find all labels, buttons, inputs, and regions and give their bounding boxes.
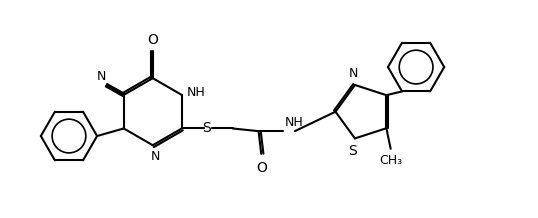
Text: NH: NH	[187, 86, 206, 99]
Text: S: S	[202, 121, 211, 135]
Text: O: O	[256, 161, 267, 175]
Text: CH₃: CH₃	[379, 154, 402, 167]
Text: NH: NH	[285, 116, 304, 129]
Text: S: S	[348, 144, 357, 158]
Text: N: N	[96, 70, 106, 82]
Text: N: N	[151, 150, 160, 163]
Text: N: N	[349, 66, 358, 80]
Text: O: O	[147, 33, 158, 47]
